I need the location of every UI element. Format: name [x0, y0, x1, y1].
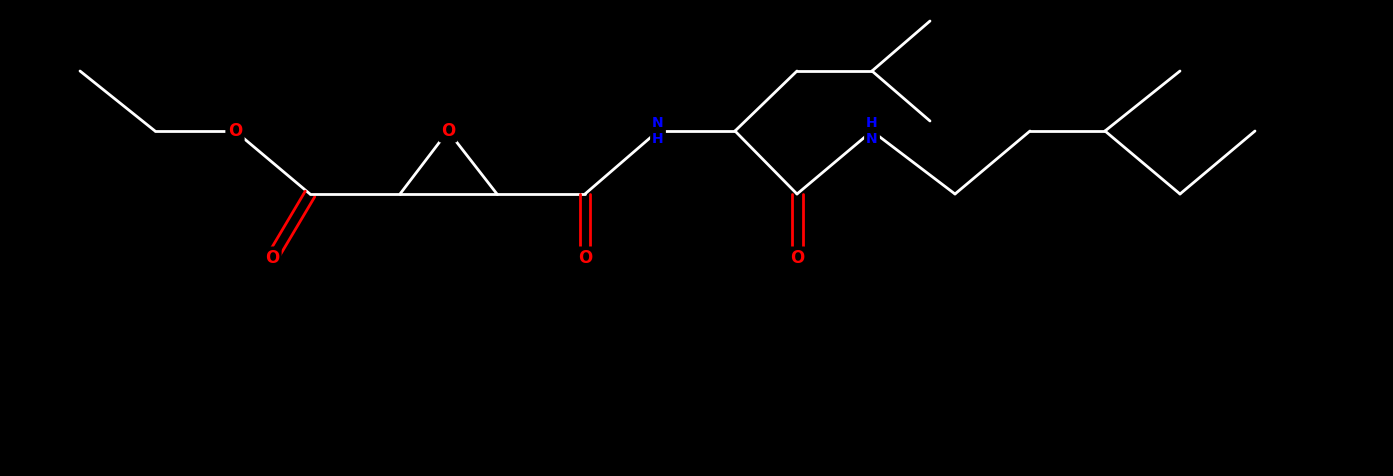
Text: O: O — [265, 249, 279, 267]
Text: O: O — [228, 122, 242, 140]
Text: O: O — [790, 249, 804, 267]
Text: O: O — [440, 122, 456, 140]
Text: N
H: N H — [652, 116, 664, 146]
Text: O: O — [578, 249, 592, 267]
Text: H
N: H N — [866, 116, 878, 146]
